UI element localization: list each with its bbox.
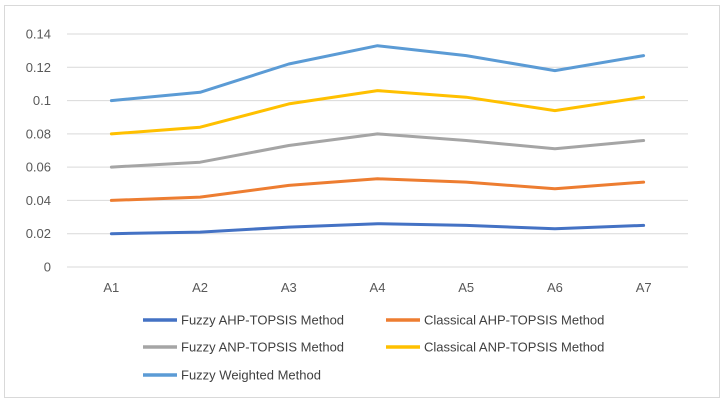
series-line-4 (109, 89, 646, 136)
y-tick-label: 0.1 (33, 93, 51, 108)
legend-label: Classical ANP-TOPSIS Method (424, 340, 604, 355)
series-line-1 (109, 222, 646, 236)
y-tick-label: 0 (44, 260, 51, 275)
x-tick-label: A7 (636, 280, 652, 295)
x-axis-tick-labels: A1 A2 A3 A4 A5 A6 A7 (103, 280, 651, 295)
x-tick-label: A4 (370, 280, 386, 295)
legend-item: Classical AHP-TOPSIS Method (386, 313, 604, 328)
legend-item: Classical ANP-TOPSIS Method (386, 340, 604, 355)
y-tick-label: 0.06 (26, 160, 51, 175)
x-tick-label: A3 (281, 280, 297, 295)
series-line-3 (109, 132, 646, 169)
legend-item: Fuzzy AHP-TOPSIS Method (143, 313, 344, 328)
legend-label: Classical AHP-TOPSIS Method (424, 313, 604, 328)
y-tick-label: 0.04 (26, 193, 51, 208)
x-tick-label: A2 (192, 280, 208, 295)
series-line-5 (109, 44, 646, 103)
legend-label: Fuzzy Weighted Method (181, 368, 321, 383)
y-tick-label: 0.12 (26, 60, 51, 75)
y-tick-label: 0.14 (26, 27, 51, 42)
x-tick-label: A5 (458, 280, 474, 295)
legend-item: Fuzzy Weighted Method (143, 368, 321, 383)
y-tick-label: 0.08 (26, 126, 51, 141)
legend-label: Fuzzy AHP-TOPSIS Method (181, 313, 344, 328)
x-tick-label: A1 (103, 280, 119, 295)
legend-item: Fuzzy ANP-TOPSIS Method (143, 340, 344, 355)
x-tick-label: A6 (547, 280, 563, 295)
legend: Fuzzy AHP-TOPSIS Method Classical AHP-TOP… (143, 313, 604, 383)
y-tick-label: 0.02 (26, 226, 51, 241)
series-line-2 (109, 177, 646, 202)
series-lines (109, 44, 646, 236)
legend-label: Fuzzy ANP-TOPSIS Method (181, 340, 344, 355)
y-axis-tick-labels: 0 0.02 0.04 0.06 0.08 0.1 0.12 0.14 (26, 27, 51, 275)
chart-frame (4, 5, 720, 398)
